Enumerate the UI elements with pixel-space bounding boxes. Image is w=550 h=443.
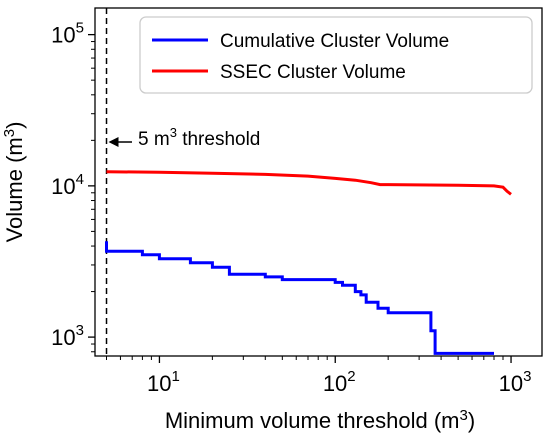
x-axis-label: Minimum volume threshold (m3) (165, 407, 475, 433)
series-line-cumulative-cluster-volume (105, 241, 494, 355)
x-tick-label: 101 (147, 368, 180, 396)
y-tick-label: 105 (51, 20, 84, 48)
y-axis-label: Volume (m3) (1, 122, 27, 243)
legend-label-cumulative: Cumulative Cluster Volume (220, 31, 449, 52)
y-axis-ticks: 103 104 105 (51, 20, 95, 353)
legend-box (139, 16, 533, 94)
legend-label-ssec: SSEC Cluster Volume (220, 62, 406, 83)
series-line-ssec-cluster-volume (106, 170, 512, 196)
x-tick-label: 103 (499, 368, 532, 396)
annotation-arrowhead (108, 137, 119, 148)
x-axis-ticks: 101 102 103 (106, 356, 532, 396)
y-tick-label: 103 (51, 322, 84, 350)
y-tick-label: 104 (51, 171, 84, 199)
x-tick-label: 102 (323, 368, 356, 396)
legend: Cumulative Cluster Volume SSEC Cluster V… (139, 16, 533, 94)
annotation-label: 5 m3 threshold (138, 125, 260, 150)
